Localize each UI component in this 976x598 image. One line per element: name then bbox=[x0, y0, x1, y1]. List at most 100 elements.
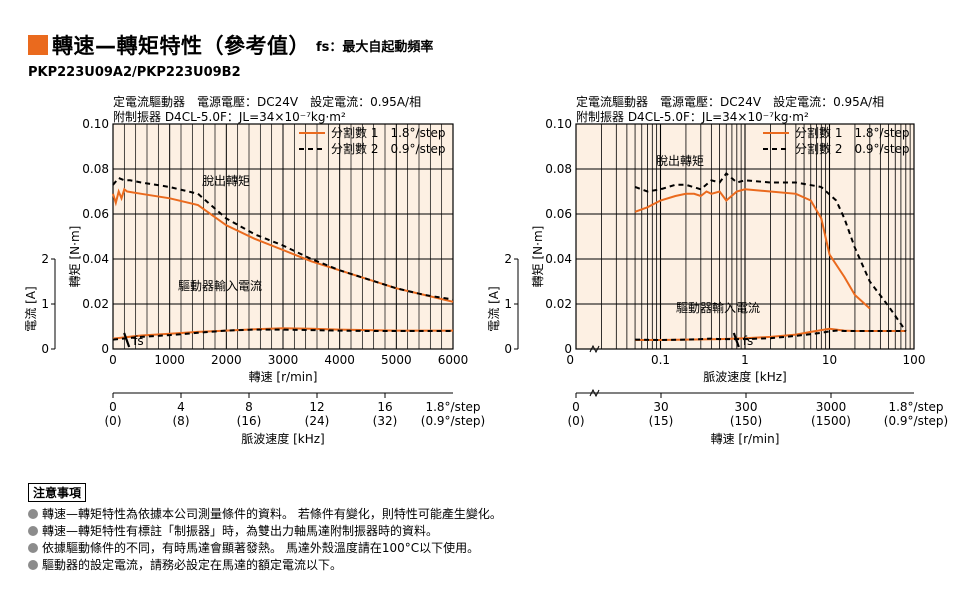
secondary-tick-label-alt: (24) bbox=[305, 414, 330, 428]
x-tick-label: 100 bbox=[903, 353, 926, 367]
y-tick-label: 0.04 bbox=[545, 252, 572, 266]
note-item: 轉速—轉矩特性有標註「制振器」時，為雙出力軸馬達附制振器時的資料。 bbox=[28, 522, 502, 539]
x-tick-label: 3000 bbox=[268, 353, 299, 367]
secondary-tick-label-alt: (15) bbox=[649, 414, 674, 428]
secondary-tick-label: 12 bbox=[309, 400, 324, 414]
y-tick-label: 0.02 bbox=[545, 297, 572, 311]
note-text: 轉速—轉矩特性為依據本公司測量條件的資料。 若條件有變化，則特性可能產生變化。 bbox=[42, 507, 502, 521]
secondary-tick-label: 300 bbox=[735, 400, 758, 414]
y-tick-label: 0 bbox=[101, 342, 109, 356]
y-tick-label: 0.06 bbox=[545, 207, 572, 221]
axis-break-mark bbox=[589, 388, 600, 398]
y-tick-label: 0.02 bbox=[82, 297, 109, 311]
y-tick-label: 0.08 bbox=[545, 162, 572, 176]
secondary-tick-label-alt: (8) bbox=[173, 414, 190, 428]
note-text: 驅動器的設定電流，請務必設定在馬達的額定電流以下。 bbox=[42, 558, 343, 572]
current-tick-label: 1 bbox=[504, 297, 512, 311]
secondary-tick-label-alt: (0) bbox=[105, 414, 122, 428]
conditions-line-2: 附制振器 D4CL-5.0F：JL=34×10⁻⁷kg·m² bbox=[113, 110, 346, 124]
secondary-tick-label: 1.8°/step bbox=[425, 400, 480, 414]
current-tick-label: 0 bbox=[41, 342, 49, 356]
note-item: 驅動器的設定電流，請務必設定在馬達的額定電流以下。 bbox=[28, 556, 502, 573]
fs-label: fs bbox=[743, 334, 753, 348]
page-subtitle: fs：最大自起動頻率 bbox=[316, 39, 434, 55]
secondary-tick-label-alt: (0.9°/step) bbox=[421, 414, 485, 428]
pullout-torque-label: 脫出轉矩 bbox=[656, 153, 704, 168]
notes-section: 注意事項 轉速—轉矩特性為依據本公司測量條件的資料。 若條件有變化，則特性可能產… bbox=[28, 483, 502, 573]
secondary-tick-label-alt: (150) bbox=[730, 414, 762, 428]
secondary-tick-label: 0 bbox=[572, 400, 580, 414]
y-axis-label: 轉矩 [N·m] bbox=[531, 226, 545, 288]
secondary-tick-label-alt: (0) bbox=[568, 414, 585, 428]
axis-break-mark bbox=[589, 344, 600, 354]
model-number: PKP223U09A2/PKP223U09B2 bbox=[28, 65, 241, 80]
x-axis-label: 轉速 [r/min] bbox=[249, 370, 318, 384]
conditions-line-2: 附制振器 D4CL-5.0F：JL=34×10⁻⁷kg·m² bbox=[576, 110, 809, 124]
secondary-tick-label-alt: (16) bbox=[237, 414, 262, 428]
current-curve-div2 bbox=[635, 329, 906, 342]
y-tick-label: 0.10 bbox=[545, 117, 572, 131]
legend-label-div2: 分割數 2 0.9°/step bbox=[795, 141, 910, 156]
x-tick-label: 4000 bbox=[324, 353, 355, 367]
y-tick-label: 0 bbox=[564, 342, 572, 356]
title-block: 轉速—轉矩特性（參考值） fs：最大自起動頻率 bbox=[28, 30, 433, 60]
secondary-tick-label: 4 bbox=[177, 400, 185, 414]
plot-frame bbox=[112, 123, 454, 350]
y-tick-label: 0.10 bbox=[82, 117, 109, 131]
secondary-tick-label: 16 bbox=[377, 400, 392, 414]
secondary-tick-label: 30 bbox=[653, 400, 668, 414]
y-axis-label: 轉矩 [N·m] bbox=[68, 226, 82, 288]
bullet-icon bbox=[28, 559, 38, 570]
legend-label-div2: 分割數 2 0.9°/step bbox=[331, 141, 446, 156]
notes-heading: 注意事項 bbox=[28, 483, 87, 502]
current-axis-label: 電流 [A] bbox=[24, 286, 38, 331]
secondary-tick-label: 3000 bbox=[816, 400, 847, 414]
x-axis-label: 脈波速度 [kHz] bbox=[703, 369, 786, 384]
page-title: 轉速—轉矩特性（參考值） bbox=[52, 34, 310, 58]
torque-curve-div1 bbox=[634, 188, 871, 310]
fs-label: fs bbox=[133, 334, 143, 348]
note-item: 依據驅動條件的不同，有時馬達會顯著發熱。 馬達外殼溫度請在100°C以下使用。 bbox=[28, 539, 502, 556]
x-tick-label: 6000 bbox=[438, 353, 469, 367]
torque-curve-div1 bbox=[112, 187, 454, 303]
x-tick-label: 0 bbox=[109, 353, 117, 367]
legend-label-div1: 分割數 1 1.8°/step bbox=[795, 125, 910, 140]
fs-marker bbox=[732, 332, 740, 348]
secondary-axis-label: 脈波速度 [kHz] bbox=[241, 431, 324, 446]
secondary-axis-label: 轉速 [r/min] bbox=[711, 432, 780, 446]
plot-frame bbox=[575, 123, 915, 350]
bullet-icon bbox=[28, 525, 38, 536]
title-marker bbox=[28, 35, 48, 55]
x-tick-label: 5000 bbox=[381, 353, 412, 367]
current-axis-label: 電流 [A] bbox=[487, 286, 501, 331]
x-tick-label: 0.1 bbox=[651, 353, 670, 367]
current-tick-label: 2 bbox=[504, 252, 512, 266]
secondary-tick-label: 8 bbox=[245, 400, 253, 414]
conditions-line-1: 定電流驅動器 電源電壓：DC24V 設定電流：0.95A/相 bbox=[576, 94, 884, 109]
note-text: 轉速—轉矩特性有標註「制振器」時，為雙出力軸馬達附制振器時的資料。 bbox=[42, 524, 439, 538]
secondary-tick-label: 1.8°/step bbox=[888, 400, 943, 414]
y-tick-label: 0.08 bbox=[82, 162, 109, 176]
conditions-line-1: 定電流驅動器 電源電壓：DC24V 設定電流：0.95A/相 bbox=[113, 94, 421, 109]
secondary-tick-label-alt: (0.9°/step) bbox=[884, 414, 948, 428]
y-tick-label: 0.04 bbox=[82, 252, 109, 266]
x-tick-label: 1000 bbox=[154, 353, 185, 367]
note-text: 依據驅動條件的不同，有時馬達會顯著發熱。 馬達外殼溫度請在100°C以下使用。 bbox=[42, 541, 480, 555]
bullet-icon bbox=[28, 508, 38, 519]
driver-current-label: 驅動器輸入電流 bbox=[178, 278, 262, 293]
current-curve-div2 bbox=[112, 328, 453, 341]
driver-current-label: 驅動器輸入電流 bbox=[676, 300, 760, 315]
current-tick-label: 1 bbox=[41, 297, 49, 311]
x-tick-label: 0 bbox=[566, 353, 574, 367]
x-tick-label: 10 bbox=[822, 353, 837, 367]
fs-marker bbox=[123, 332, 131, 348]
legend-label-div1: 分割數 1 1.8°/step bbox=[331, 125, 446, 140]
pullout-torque-label: 脫出轉矩 bbox=[202, 173, 250, 188]
y-tick-label: 0.06 bbox=[82, 207, 109, 221]
note-item: 轉速—轉矩特性為依據本公司測量條件的資料。 若條件有變化，則特性可能產生變化。 bbox=[28, 505, 502, 522]
x-tick-label: 1 bbox=[741, 353, 749, 367]
current-tick-label: 2 bbox=[41, 252, 49, 266]
torque-curve-div2 bbox=[634, 172, 907, 332]
secondary-tick-label-alt: (1500) bbox=[811, 414, 851, 428]
